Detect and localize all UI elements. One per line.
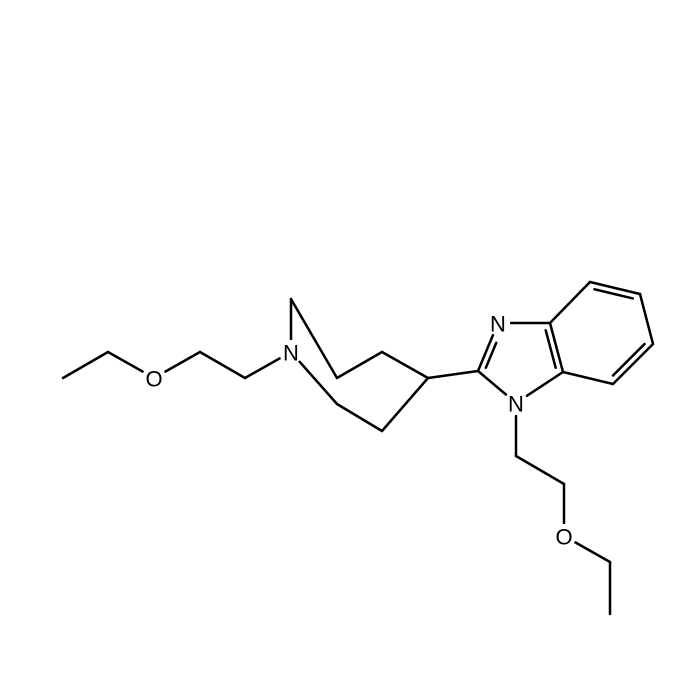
molecule-diagram: O N N N O <box>0 0 700 700</box>
atom-label-n: N <box>508 392 524 417</box>
atom-label-o: O <box>145 367 162 392</box>
atom-label-n: N <box>490 312 506 337</box>
bonds-group <box>63 282 653 614</box>
atom-labels-group: O N N N O <box>142 311 576 550</box>
atom-label-o: O <box>555 525 572 550</box>
atom-label-n: N <box>283 341 299 366</box>
